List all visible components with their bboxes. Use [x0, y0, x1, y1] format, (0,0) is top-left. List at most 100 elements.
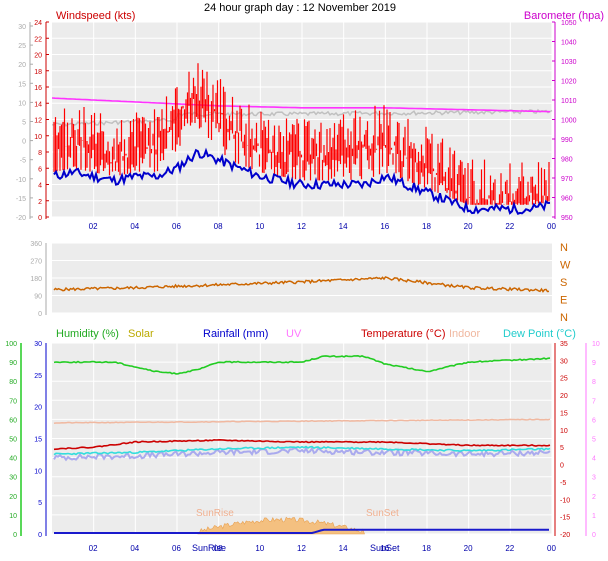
wind-x-tick: 00	[547, 222, 556, 231]
wind-inner-tick: 22	[34, 36, 42, 43]
barometer-tick: 990	[561, 137, 573, 144]
barometer-tick: 1040	[561, 40, 577, 47]
temperature-tick: 30	[560, 358, 568, 365]
uv-tick: 6	[592, 417, 596, 424]
uv-tick: 7	[592, 398, 596, 405]
barometer-tick: 960	[561, 196, 573, 203]
barometer-tick: 1030	[561, 59, 577, 66]
temp-x-tick: 16	[380, 544, 389, 553]
wind-inner-tick: 8	[38, 150, 42, 157]
direction-tick: 270	[30, 259, 42, 266]
wind-outer-tick: 10	[18, 100, 26, 107]
dewpoint-label: Dew Point (°C)	[503, 328, 576, 340]
temperature-tick: 35	[560, 341, 568, 348]
wind-panel: Windspeed (kts) Barometer (hpa) 30252015…	[16, 10, 604, 231]
uv-tick: 8	[592, 379, 596, 386]
rainfall-label: Rainfall (mm)	[203, 328, 268, 340]
direction-tick: 360	[30, 241, 42, 248]
wind-inner-tick: 4	[38, 183, 42, 190]
temperature-tick: -20	[560, 532, 570, 539]
temp-humidity-panel: Humidity (%) Solar Rainfall (mm) UV Temp…	[5, 328, 600, 553]
temperature-label: Temperature (°C)	[361, 328, 445, 340]
humidity-tick: 90	[9, 360, 17, 367]
rainfall-tick: 20	[34, 405, 42, 412]
temperature-line	[53, 438, 551, 451]
wind-x-tick: 20	[464, 222, 473, 231]
humidity-tick: 100	[5, 341, 17, 348]
temp-x-tick: 22	[505, 544, 514, 553]
cardinal-label: S	[560, 277, 567, 289]
wind-x-tick: 10	[255, 222, 264, 231]
cardinal-label: N	[560, 312, 568, 324]
humidity-tick: 50	[9, 437, 17, 444]
wind-x-tick: 08	[214, 222, 223, 231]
wind-inner-tick: 10	[34, 134, 42, 141]
humidity-label: Humidity (%)	[56, 328, 119, 340]
temp-x-tick: 06	[172, 544, 181, 553]
temp-x-tick: 20	[464, 544, 473, 553]
temperature-tick: 10	[560, 428, 568, 435]
temp-x-tick: 14	[339, 544, 348, 553]
sunrise-label-upper: SunRise	[196, 508, 234, 519]
wind-x-tick: 02	[89, 222, 98, 231]
cardinal-label: W	[560, 260, 571, 272]
rainfall-tick: 5	[38, 500, 42, 507]
humidity-line	[53, 354, 551, 375]
temperature-tick: 25	[560, 376, 568, 383]
wind-inner-tick: 0	[38, 215, 42, 222]
wind-x-tick: 16	[380, 222, 389, 231]
lavender-line	[53, 446, 551, 462]
temp-x-tick: 12	[297, 544, 306, 553]
wind-outer-tick: 30	[18, 24, 26, 31]
temperature-tick: 20	[560, 393, 568, 400]
wind-x-tick: 14	[339, 222, 348, 231]
rainfall-tick: 15	[34, 437, 42, 444]
humidity-tick: 80	[9, 379, 17, 386]
barometer-tick: 1020	[561, 79, 577, 86]
uv-tick: 9	[592, 360, 596, 367]
barometer-tick: 980	[561, 157, 573, 164]
sunset-label-bottom: SunSet	[370, 543, 400, 553]
wind-outer-tick: -5	[20, 158, 26, 165]
rainfall-tick: 0	[38, 532, 42, 539]
wind-inner-tick: 12	[34, 118, 42, 125]
wind-inner-tick: 6	[38, 166, 42, 173]
temp-x-tick: 02	[89, 544, 98, 553]
rainfall-tick: 30	[34, 341, 42, 348]
uv-tick: 3	[592, 475, 596, 482]
temp-x-tick: 00	[547, 544, 556, 553]
wind-inner-tick: 14	[34, 101, 42, 108]
temperature-tick: 5	[560, 445, 564, 452]
uv-tick: 2	[592, 494, 596, 501]
barometer-tick: 1010	[561, 98, 577, 105]
wind-outer-tick: -20	[16, 215, 26, 222]
gray-trace-line	[51, 108, 553, 127]
solar-label: Solar	[128, 328, 154, 340]
wind-inner-tick: 24	[34, 20, 42, 27]
humidity-tick: 40	[9, 456, 17, 463]
wind-x-tick: 04	[130, 222, 139, 231]
indoor-label: Indoor	[449, 328, 481, 340]
graph-title: 24 hour graph day : 12 November 2019	[204, 2, 396, 14]
wind-inner-tick: 20	[34, 53, 42, 60]
uv-tick: 0	[592, 532, 596, 539]
uv-tick: 10	[592, 341, 600, 348]
uv-tick: 4	[592, 456, 596, 463]
windspeed-label: Windspeed (kts)	[56, 10, 135, 22]
barometer-tick: 970	[561, 176, 573, 183]
wind-inner-tick: 2	[38, 199, 42, 206]
direction-tick: 90	[34, 294, 42, 301]
barometer-tick: 1050	[561, 20, 577, 27]
wind-outer-tick: 0	[22, 139, 26, 146]
humidity-tick: 30	[9, 475, 17, 482]
wind-outer-tick: -10	[16, 177, 26, 184]
sunset-label-upper: SunSet	[366, 508, 399, 519]
direction-tick: 0	[38, 311, 42, 318]
direction-line	[53, 276, 550, 293]
barometer-line	[51, 97, 551, 113]
temp-x-tick: 04	[130, 544, 139, 553]
uv-label: UV	[286, 328, 302, 340]
wind-inner-tick: 18	[34, 69, 42, 76]
